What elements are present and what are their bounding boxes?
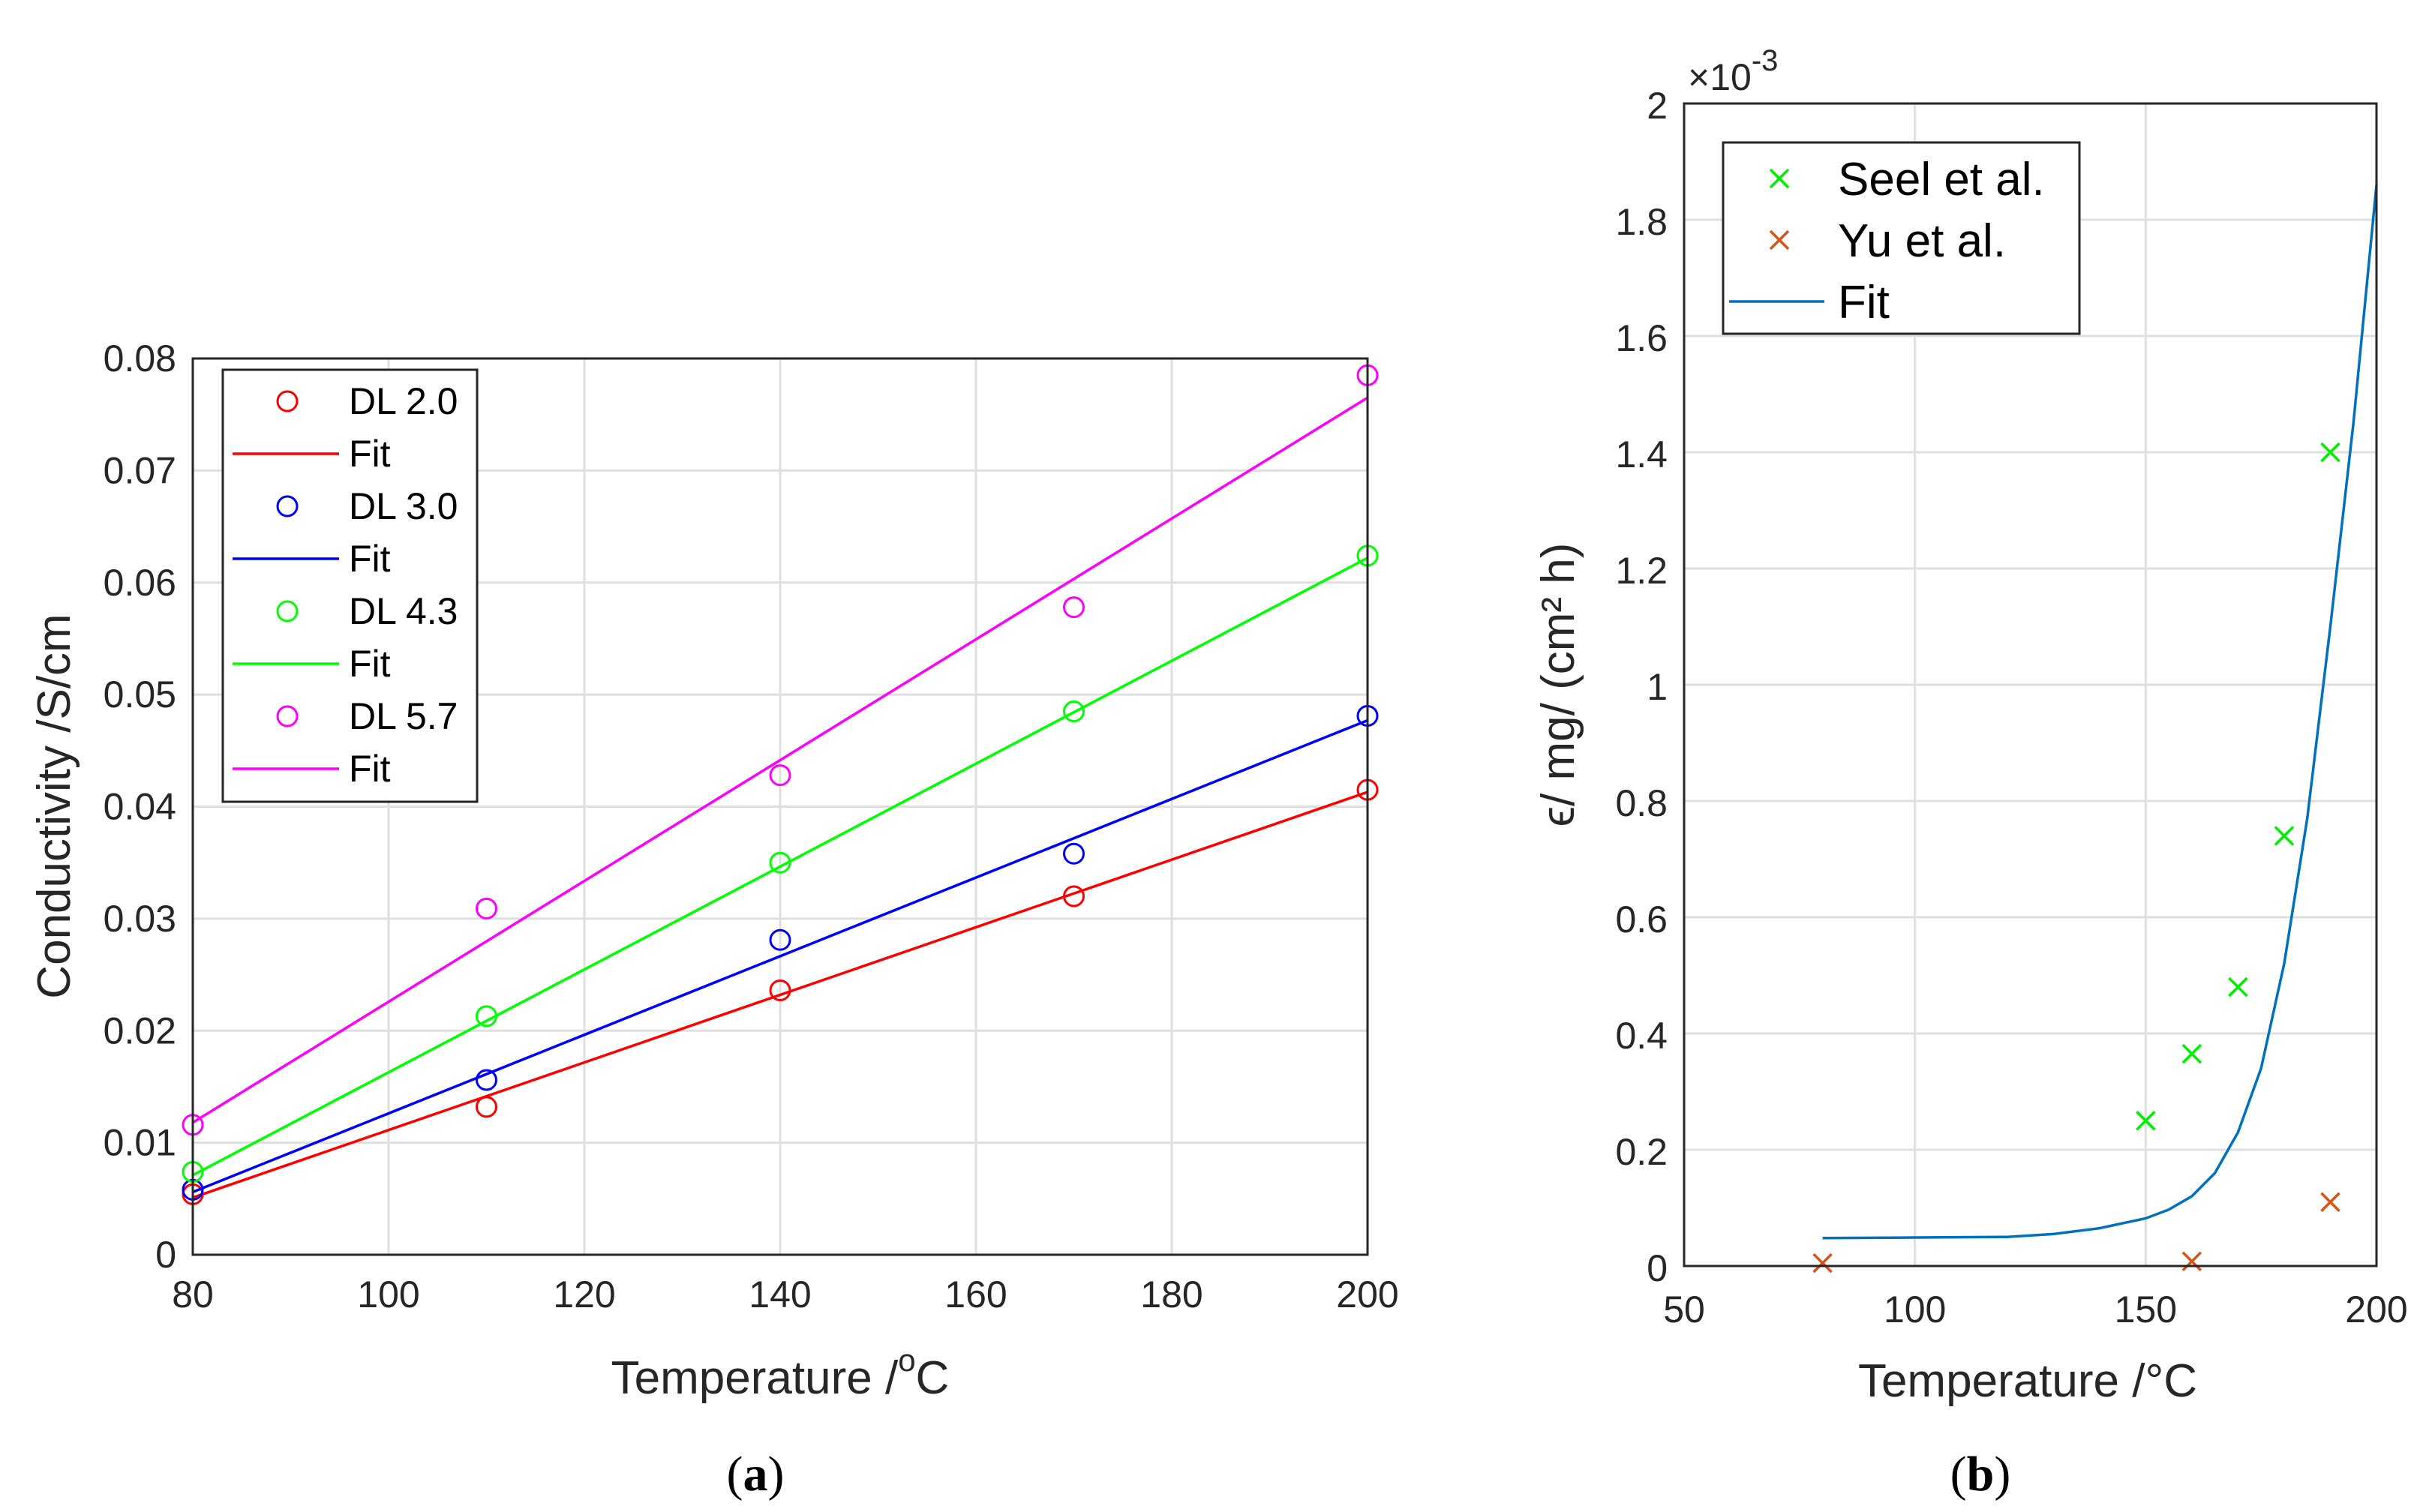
legend-marker-yu-et-al [1769, 230, 1790, 250]
panel-a-y-tick-label: 0.07 [104, 449, 176, 491]
data-point-dl-4-3 [476, 1005, 497, 1028]
panel-b-rate-chart: 50 100 150 200 0 0.2 0.4 0.6 0.8 1 1.2 1.4 1.6 1.8 2 ×… [1533, 44, 2408, 1502]
data-point-dl-5-7 [476, 897, 497, 920]
panel-b-x-tick-label: 100 [1884, 1288, 1946, 1330]
panel-a-tick-labels: 80 100 120 140 160 180 200 0 0.01 0.02 0.03 0.04 0.0… [104, 338, 1399, 1316]
data-point-dl-4-3 [1063, 700, 1085, 723]
panel-a-grid [191, 357, 1369, 1256]
panel-b-y-tick-label: 0.4 [1615, 1015, 1668, 1057]
legend-fit-label-dl-3-0: Fit [349, 538, 391, 580]
panel-b-x-tick-label: 200 [2345, 1288, 2407, 1330]
panel-a-y-tick-label: 0.04 [104, 786, 176, 828]
panel-a-series [182, 364, 1379, 1205]
fit-line-dl-4-3 [192, 556, 1368, 1177]
data-point-dl-2-0 [1063, 885, 1085, 908]
data-point-dl-5-7 [1063, 596, 1085, 619]
panel-a-x-tick-label: 120 [553, 1274, 615, 1316]
fit-curve-fit [1822, 184, 2378, 1240]
legend-fit-label-dl-5-7: Fit [349, 748, 391, 790]
panel-a-y-tick-label: 0 [155, 1234, 176, 1276]
panel-b-y-tick-label: 1.6 [1615, 317, 1668, 359]
data-point-dl-2-0 [769, 979, 791, 1001]
panel-a-y-axis-label: Conductivity /S/cm [29, 614, 80, 998]
legend-marker-dl-4-3 [276, 600, 299, 622]
fit-line-dl-3-0 [192, 718, 1368, 1193]
data-point-yu-et-al [1812, 1252, 1833, 1274]
legend-fit-label-dl-2-0: Fit [349, 433, 391, 475]
panel-a-legend: DL 2.0 Fit DL 3.0 Fit DL 4.3 Fit DL 5.7 Fit [221, 368, 479, 803]
panel-b-legend: Seel et al. Yu et al. Fit [1722, 141, 2081, 335]
data-point-yu-et-al [2320, 1192, 2340, 1212]
panel-a-y-tick-label: 0.05 [104, 674, 176, 716]
panel-a-y-tick-label: 0.02 [104, 1010, 176, 1052]
legend-marker-dl-5-7 [276, 705, 299, 728]
panel-a-x-tick-label: 80 [172, 1274, 214, 1316]
panel-a-y-tick-label: 0.06 [104, 562, 176, 604]
panel-b-y-tick-label: 1 [1647, 666, 1668, 708]
panel-a-caption: (a) [727, 1447, 785, 1502]
data-point-dl-2-0 [476, 1096, 497, 1118]
panel-a-x-tick-label: 160 [944, 1274, 1007, 1316]
panel-b-tick-labels: 50 100 150 200 0 0.2 0.4 0.6 0.8 1 1.2 1.4 1.6 1.8 2 [1615, 85, 2407, 1330]
panel-b-y-tick-label: 0 [1647, 1247, 1668, 1289]
panel-b-y-tick-label: 0.8 [1615, 782, 1668, 824]
data-point-dl-3-0 [1063, 842, 1085, 865]
data-point-seel-et-al [2136, 1111, 2156, 1131]
data-point-dl-3-0 [476, 1069, 497, 1091]
data-point-yu-et-al [2181, 1251, 2202, 1272]
legend-fit-label-dl-4-3: Fit [349, 643, 391, 685]
panel-b-x-tick-label: 50 [1663, 1288, 1705, 1330]
data-point-seel-et-al [2181, 1043, 2202, 1064]
legend-label-yu-et-al: Yu et al. [1838, 215, 2006, 267]
panel-b-caption: (b) [1950, 1447, 2011, 1502]
legend-marker-dl-2-0 [276, 390, 299, 412]
panel-b-exponent-label: ×10-3 [1688, 44, 1778, 98]
panel-b-x-axis-label: Temperature /°C [1858, 1355, 2197, 1407]
panel-a-x-tick-label: 100 [357, 1274, 419, 1316]
data-point-seel-et-al [2228, 976, 2248, 998]
panel-a-conductivity-chart: 80 100 120 140 160 180 200 0 0.01 0.02 0.03 0.04 0.0… [29, 338, 1399, 1502]
legend-marker-seel-et-al [1769, 168, 1790, 189]
panel-b-y-tick-label: 0.6 [1615, 898, 1668, 940]
data-point-seel-et-al [2320, 442, 2340, 463]
panel-a-axes-box [191, 357, 1369, 1256]
legend-label-dl-5-7: DL 5.7 [349, 695, 458, 737]
panel-a-y-tick-label: 0.03 [104, 898, 176, 940]
panel-a-x-tick-label: 140 [749, 1274, 811, 1316]
panel-b-y-tick-label: 1.4 [1615, 434, 1668, 476]
data-point-dl-5-7 [769, 764, 791, 787]
panel-a-y-tick-label: 0.08 [104, 338, 176, 380]
legend-marker-dl-3-0 [276, 495, 299, 518]
panel-b-y-tick-label: 2 [1647, 85, 1668, 127]
data-point-dl-3-0 [769, 928, 791, 951]
data-point-dl-4-3 [769, 851, 791, 874]
fit-line-dl-5-7 [192, 396, 1368, 1124]
panel-b-y-tick-label: 1.2 [1615, 550, 1668, 592]
legend-label-fit: Fit [1838, 277, 1890, 328]
legend-label-seel-et-al: Seel et al. [1838, 154, 2045, 206]
legend-label-dl-3-0: DL 3.0 [349, 485, 458, 527]
panel-b-x-tick-label: 150 [2115, 1288, 2177, 1330]
panel-b-y-tick-label: 0.2 [1615, 1131, 1668, 1173]
fit-line-dl-2-0 [192, 790, 1368, 1199]
panel-a-x-axis-label: Temperature /oC [611, 1342, 950, 1404]
panel-b-axes-box [1683, 102, 2378, 1268]
panel-a-y-tick-label: 0.01 [104, 1122, 176, 1164]
panel-a-legend-box [221, 368, 479, 803]
panel-b-series [1812, 184, 2378, 1274]
panel-a-x-tick-label: 200 [1336, 1274, 1398, 1316]
legend-label-dl-4-3: DL 4.3 [349, 590, 458, 632]
panel-b-y-axis-label: ϵ/ mg/ (cm² h) [1533, 543, 1584, 827]
data-point-seel-et-al [2274, 826, 2295, 846]
panel-a-x-tick-label: 180 [1140, 1274, 1202, 1316]
legend-label-dl-2-0: DL 2.0 [349, 380, 458, 422]
panel-b-y-tick-label: 1.8 [1615, 201, 1668, 243]
